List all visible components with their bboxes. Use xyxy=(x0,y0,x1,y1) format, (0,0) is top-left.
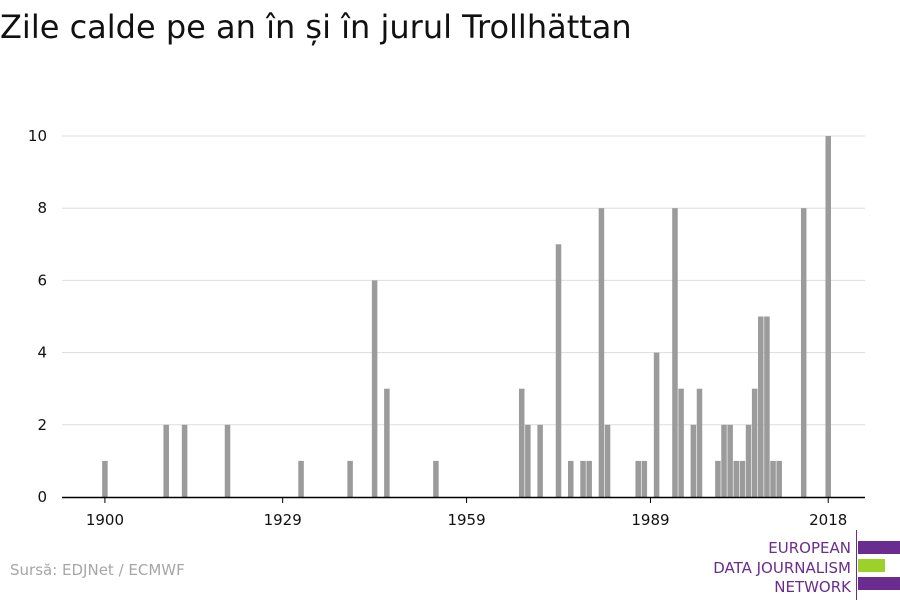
bar xyxy=(580,460,586,497)
source-note: Sursă: EDJNet / ECMWF xyxy=(10,561,185,579)
bar xyxy=(586,460,592,497)
bar xyxy=(745,424,752,497)
bar xyxy=(604,424,611,497)
bar xyxy=(672,208,678,497)
bars xyxy=(102,136,831,497)
bar xyxy=(825,136,831,497)
chart-title: Zile calde pe an în și în jurul Trollhät… xyxy=(0,8,632,46)
bar xyxy=(678,388,684,497)
bar xyxy=(739,460,746,497)
bar xyxy=(641,460,648,497)
bar xyxy=(298,460,304,497)
bar xyxy=(102,460,108,497)
bar xyxy=(568,460,574,497)
x-tick-label: 1929 xyxy=(264,511,302,529)
gridlines xyxy=(62,135,865,426)
bar xyxy=(758,316,764,497)
edjnet-logo: EUROPEAN DATA JOURNALISM NETWORK xyxy=(700,530,900,600)
logo-line-1: EUROPEAN xyxy=(768,539,851,557)
bar xyxy=(371,280,378,497)
bar xyxy=(181,424,188,497)
bar xyxy=(653,352,660,497)
bar xyxy=(690,424,697,497)
bar xyxy=(555,244,562,497)
y-tick-label: 0 xyxy=(37,488,47,506)
bar xyxy=(800,208,807,497)
logo-line-2: DATA JOURNALISM xyxy=(713,559,851,577)
bar-chart: 0 2 4 6 8 10 1900 1929 1959 1989 2018 xyxy=(28,127,865,529)
bar xyxy=(384,388,390,497)
logo-divider xyxy=(856,530,857,600)
bar xyxy=(764,316,770,497)
logo-bar-purple-bottom xyxy=(858,577,900,590)
bar xyxy=(163,424,169,497)
bar xyxy=(715,460,721,497)
bar xyxy=(224,424,231,497)
bar xyxy=(598,208,605,497)
logo-line-3: NETWORK xyxy=(774,578,851,596)
y-tick-label: 4 xyxy=(37,344,47,362)
x-tick-label: 1989 xyxy=(631,511,669,529)
bar xyxy=(721,424,727,497)
bar xyxy=(733,460,740,497)
bar xyxy=(433,460,439,497)
bar xyxy=(696,388,703,497)
bar xyxy=(537,424,543,497)
bar xyxy=(525,424,531,497)
y-tick-label: 8 xyxy=(37,199,47,217)
logo-bar-purple-top xyxy=(858,541,900,554)
x-tick-label: 2018 xyxy=(809,511,847,529)
y-tick-label: 6 xyxy=(37,271,47,289)
x-tick-label: 1959 xyxy=(447,511,485,529)
bar xyxy=(727,424,733,497)
axes: 0 2 4 6 8 10 1900 1929 1959 1989 2018 xyxy=(28,127,865,529)
bar xyxy=(776,460,782,497)
x-tick-label: 1900 xyxy=(86,511,124,529)
y-tick-label: 10 xyxy=(28,127,47,145)
y-tick-label: 2 xyxy=(37,416,47,434)
bar xyxy=(751,388,758,497)
logo-bar-green xyxy=(858,559,885,572)
bar xyxy=(347,460,353,497)
bar xyxy=(635,460,641,497)
bar xyxy=(518,388,525,497)
bar xyxy=(770,460,776,497)
